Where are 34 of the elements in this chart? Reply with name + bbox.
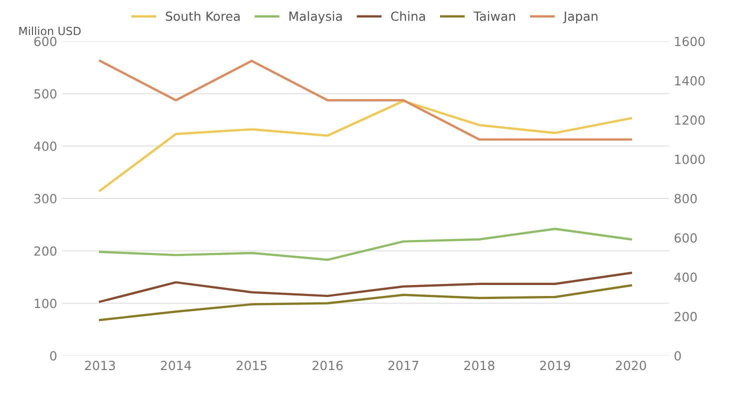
y2-tick-label: 1200 xyxy=(675,115,705,125)
x-tick-label: 2019 xyxy=(540,360,570,370)
y2-tick-label: 1000 xyxy=(675,154,705,164)
x-tick-label: 2016 xyxy=(312,360,343,370)
y-tick-label: 100 xyxy=(34,298,56,308)
line-series xyxy=(98,284,632,322)
x-tick-label: 2020 xyxy=(616,360,646,370)
y-tick-label: 500 xyxy=(34,89,56,99)
y-tick-label: 400 xyxy=(34,142,56,151)
y2-tick-label: 800 xyxy=(674,194,697,204)
y-tick-label: 0 xyxy=(50,351,56,361)
x-tick-label: 2013 xyxy=(85,360,115,370)
y-axis-title: Million USD xyxy=(19,26,81,36)
line-series xyxy=(98,272,632,303)
line-series xyxy=(98,228,632,261)
y2-tick-label: 600 xyxy=(674,233,697,243)
legend-label: Japan xyxy=(562,12,598,24)
y2-tick-label: 200 xyxy=(674,312,697,322)
y2-tick-label: 400 xyxy=(674,272,697,282)
y2-tick-label: 1600 xyxy=(675,36,705,46)
x-tick-label: 2015 xyxy=(236,360,267,370)
legend-label: China xyxy=(391,11,425,21)
x-tick-label: 2017 xyxy=(388,360,418,370)
line-series xyxy=(98,100,632,192)
y-tick-label: 200 xyxy=(34,246,56,256)
x-tick-label: 2018 xyxy=(464,360,494,370)
legend-label: Malaysia xyxy=(289,11,342,24)
legend-label: South Korea xyxy=(166,11,240,21)
y-tick-label: 600 xyxy=(34,36,56,46)
x-tick-label: 2014 xyxy=(160,360,192,370)
y-tick-label: 300 xyxy=(34,194,56,204)
y2-tick-label: 1400 xyxy=(675,76,705,86)
y2-tick-label: 0 xyxy=(674,351,681,361)
legend-label: Taiwan xyxy=(474,11,516,21)
